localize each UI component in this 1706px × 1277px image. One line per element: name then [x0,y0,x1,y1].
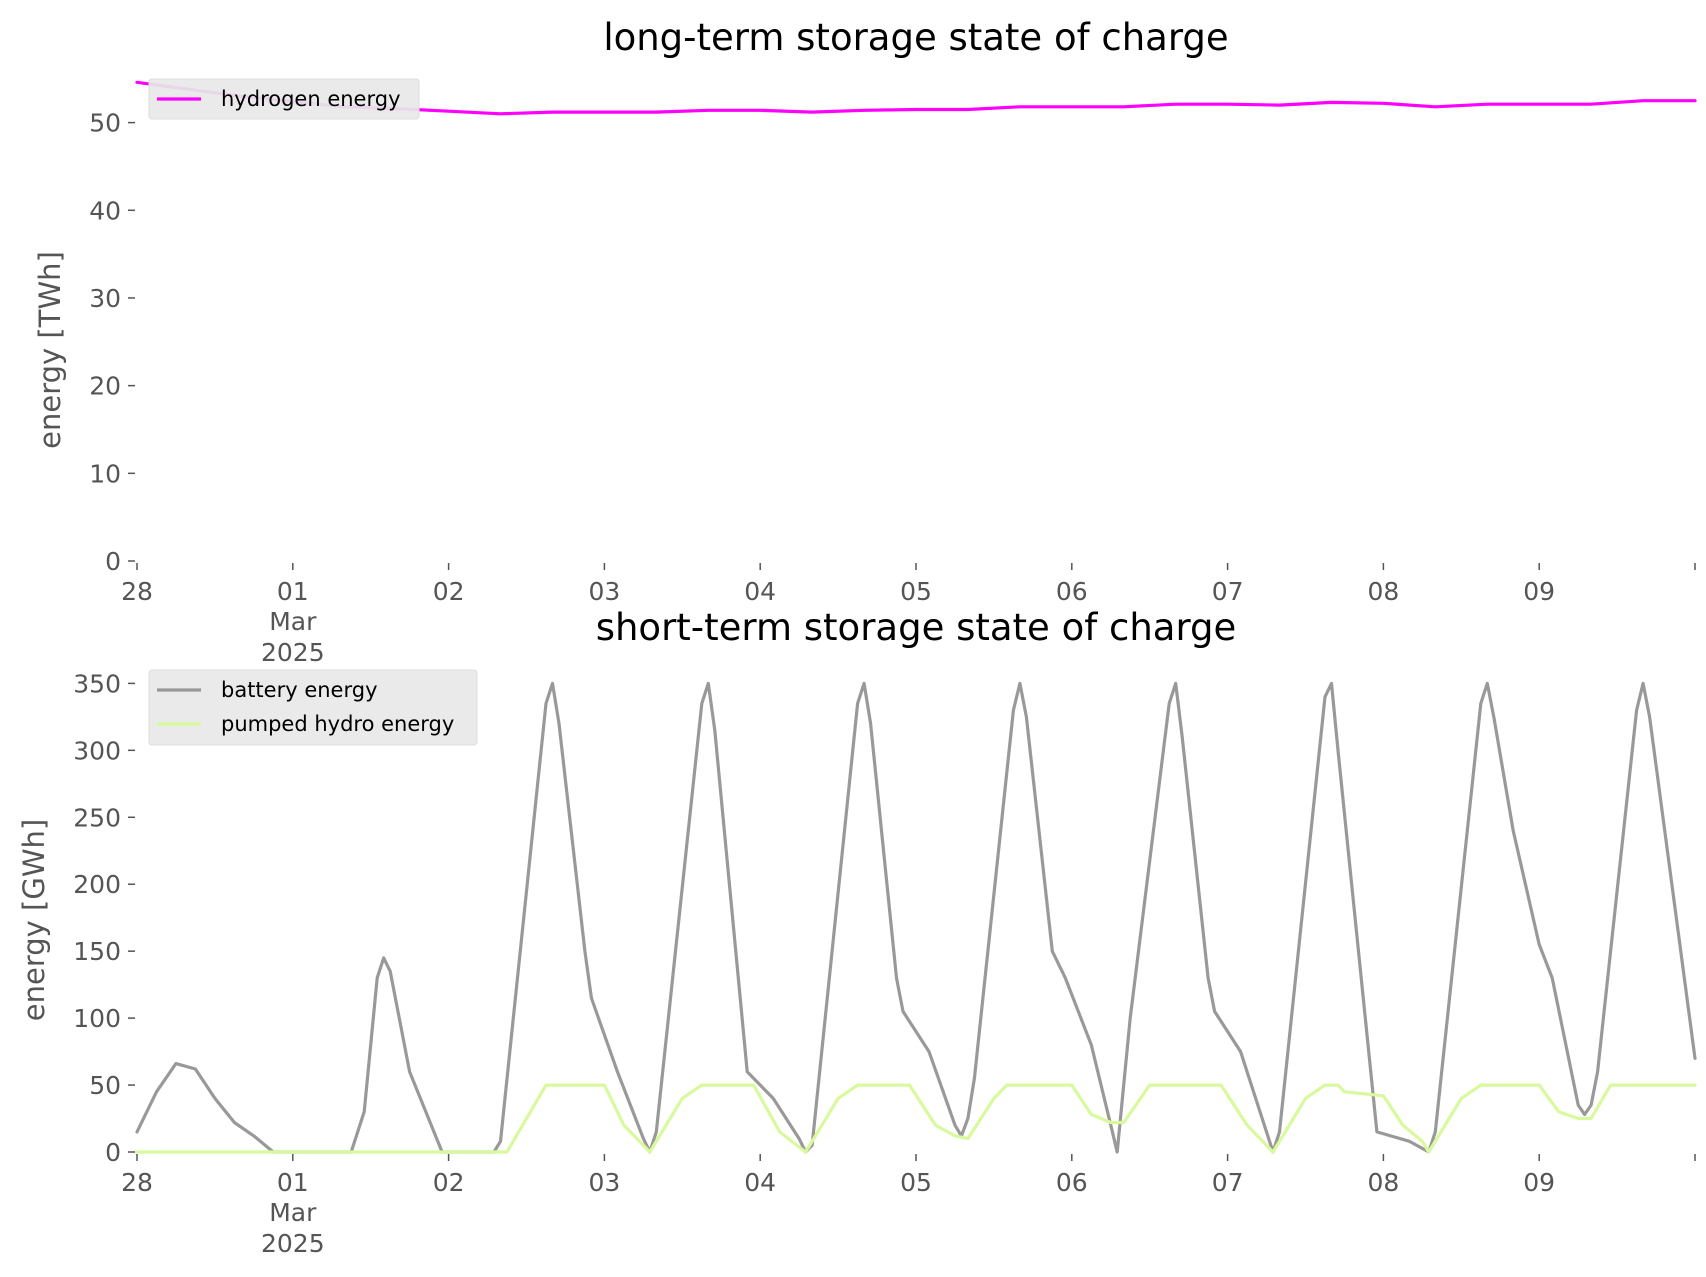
series-line-1 [135,1083,1697,1154]
x-tick-label: 05 [900,577,932,606]
legend-label: battery energy [221,678,378,702]
legend: hydrogen energy [148,78,420,120]
y-tick-label: 0 [105,1138,121,1167]
y-tick-label: 250 [73,803,121,832]
x-tick-label: 07 [1212,1168,1244,1197]
y-ticks: 0 10 20 30 40 50 [89,109,135,576]
y-tick-label: 40 [89,196,121,225]
long-term-panel: long-term storage state of charge energy… [33,16,1697,667]
x-tick-sublabel: 2025 [261,638,325,667]
x-tick-label: 04 [744,577,776,606]
chart-title: short-term storage state of charge [596,606,1237,649]
x-tick-label: 28 [121,577,153,606]
x-tick-sublabel: Mar [269,1198,317,1227]
y-tick-label: 200 [73,870,121,899]
short-term-panel: short-term storage state of charge energ… [17,606,1697,1258]
legend-label: pumped hydro energy [221,712,454,736]
chart-title: long-term storage state of charge [603,16,1228,59]
x-tick-label: 01 [277,577,309,606]
x-tick-label: 07 [1212,577,1244,606]
y-tick-label: 150 [73,937,121,966]
x-tick-label: 28 [121,1168,153,1197]
x-tick-label: 08 [1367,577,1399,606]
x-tick-label: 01 [277,1168,309,1197]
y-tick-label: 30 [89,284,121,313]
x-tick-sublabel: Mar [269,607,317,636]
y-tick-label: 300 [73,736,121,765]
x-tick-label: 06 [1056,1168,1088,1197]
x-tick-label: 03 [588,577,620,606]
x-tick-label: 03 [588,1168,620,1197]
legend-box [148,78,420,120]
y-axis-label: energy [TWh] [33,251,67,449]
y-tick-label: 20 [89,372,121,401]
y-tick-label: 50 [89,109,121,138]
x-tick-label: 02 [433,577,465,606]
x-tick-sublabel: 2025 [261,1229,325,1258]
series-group [135,681,1697,1154]
y-tick-label: 10 [89,459,121,488]
x-tick-label: 04 [744,1168,776,1197]
y-axis-label: energy [GWh] [17,819,51,1021]
x-tick-label: 09 [1523,577,1555,606]
legend-label: hydrogen energy [221,87,401,111]
y-ticks: 0 50 100 150 200 250 300 350 [73,669,135,1167]
y-tick-label: 100 [73,1004,121,1033]
legend: battery energy pumped hydro energy [148,669,478,746]
y-tick-label: 350 [73,669,121,698]
x-tick-label: 05 [900,1168,932,1197]
x-tick-label: 02 [433,1168,465,1197]
x-tick-label: 09 [1523,1168,1555,1197]
y-tick-label: 50 [89,1071,121,1100]
x-tick-label: 06 [1056,577,1088,606]
legend-box [148,669,478,746]
y-tick-label: 0 [105,547,121,576]
x-tick-label: 08 [1367,1168,1399,1197]
series-line-0 [135,681,1697,1154]
